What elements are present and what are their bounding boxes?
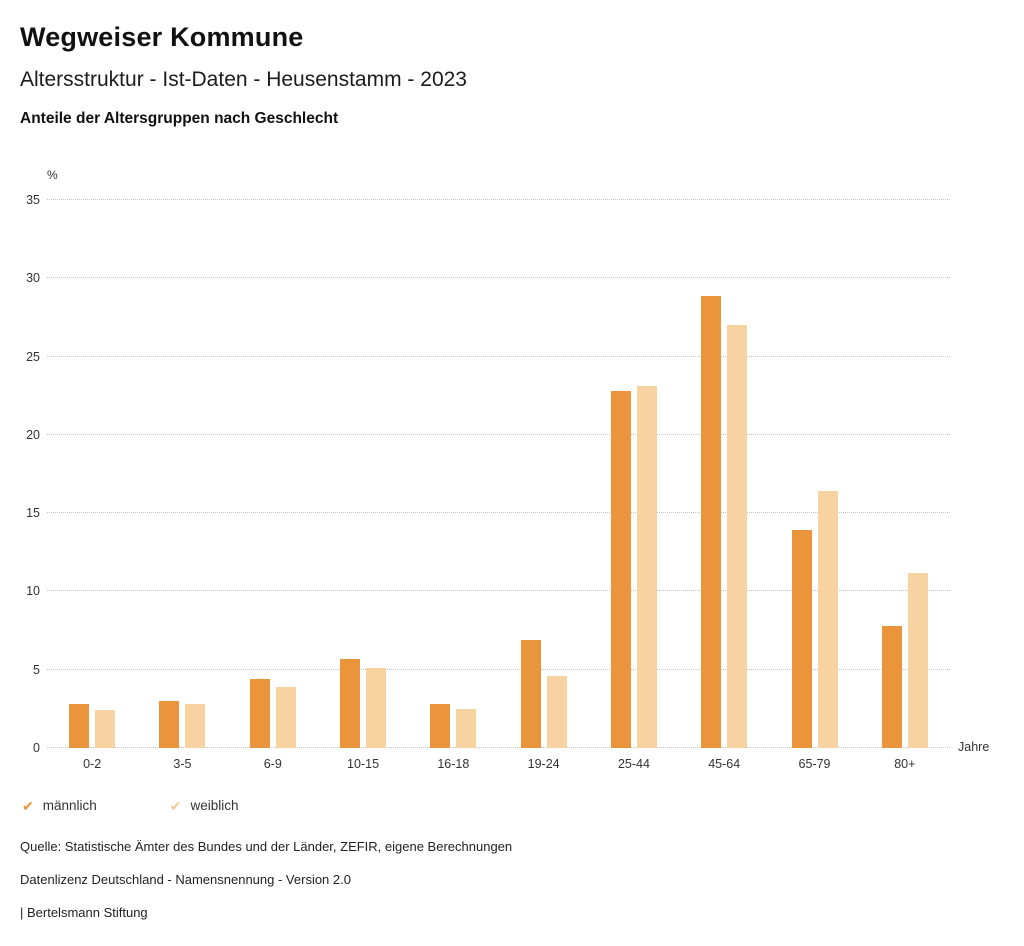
- legend-label: männlich: [42, 798, 97, 813]
- legend-label: weiblich: [190, 798, 239, 813]
- bar-weiblich-45-64[interactable]: [727, 325, 748, 748]
- x-tick-label: 3-5: [173, 757, 192, 771]
- y-tick-label: 30: [26, 271, 40, 286]
- gridline: [47, 199, 950, 200]
- bar-group: [228, 200, 318, 748]
- bar-chart: % Jahre 0 5 10 15 20 25 30 35 0-2 3-5 6-9 10-15 16-…: [20, 168, 989, 771]
- gridline: [47, 747, 950, 748]
- bar-männlich-80+[interactable]: [881, 625, 902, 748]
- bar-männlich-6-9[interactable]: [249, 679, 270, 748]
- x-axis: 0-2 3-5 6-9 10-15 16-18 19-24 25-44 45-64 65-79 8…: [47, 757, 950, 771]
- gridline: [47, 355, 950, 357]
- bar-männlich-65-79[interactable]: [791, 530, 812, 748]
- bar-weiblich-16-18[interactable]: [456, 708, 477, 748]
- chart-subtitle: Altersstruktur - Ist-Daten - Heusenstamm…: [20, 68, 467, 91]
- x-tick-label: 19-24: [527, 757, 560, 771]
- bar-group: [860, 200, 950, 748]
- y-tick-label: 20: [26, 427, 40, 442]
- plot-area: Jahre 0 5 10 15 20 25 30 35: [26, 193, 989, 755]
- bar-männlich-0-2[interactable]: [69, 704, 90, 748]
- bar-männlich-3-5[interactable]: [159, 701, 180, 748]
- bar-weiblich-19-24[interactable]: [546, 675, 567, 748]
- y-tick-label: 35: [26, 193, 40, 207]
- bar-group: [318, 200, 408, 748]
- x-tick-label: 65-79: [798, 757, 831, 771]
- bar-group: [679, 200, 769, 748]
- bar-weiblich-3-5[interactable]: [185, 704, 206, 748]
- y-tick-label: 25: [26, 349, 40, 364]
- source-text: Quelle: Statistische Ämter des Bundes un…: [20, 839, 513, 854]
- checkmark-icon: ✔: [169, 797, 182, 814]
- x-tick-label: 10-15: [347, 757, 380, 771]
- bar-männlich-19-24[interactable]: [520, 639, 541, 748]
- gridline: [47, 590, 950, 592]
- x-tick-label: 80+: [894, 757, 916, 771]
- y-tick-label: 0: [33, 741, 40, 755]
- bar-weiblich-0-2[interactable]: [95, 710, 116, 748]
- legend-item-männlich[interactable]: ✔ männlich: [22, 798, 97, 813]
- bar-group: [47, 200, 137, 748]
- x-tick-label: 16-18: [437, 757, 470, 771]
- bar-group: [137, 200, 227, 748]
- y-tick-label: 15: [26, 506, 40, 521]
- bar-weiblich-6-9[interactable]: [275, 686, 296, 748]
- y-tick-label: 10: [26, 584, 40, 599]
- gridline: [47, 433, 950, 435]
- license-text: Datenlizenz Deutschland - Namensnennung …: [20, 872, 351, 887]
- bar-weiblich-10-15[interactable]: [366, 668, 387, 748]
- bar-weiblich-25-44[interactable]: [636, 386, 657, 748]
- y-tick-label: 5: [33, 662, 40, 677]
- attribution-text: | Bertelsmann Stiftung: [20, 905, 148, 920]
- gridline: [47, 668, 950, 670]
- bar-group: [589, 200, 679, 748]
- bar-männlich-25-44[interactable]: [610, 391, 631, 748]
- y-axis-unit-label: %: [47, 168, 58, 182]
- checkmark-icon: ✔: [22, 797, 34, 814]
- bar-männlich-10-15[interactable]: [340, 658, 361, 748]
- legend: ✔ männlich ✔ weiblich: [22, 798, 1004, 813]
- footer: Quelle: Statistische Ämter des Bundes un…: [20, 839, 1004, 920]
- gridline: [47, 277, 950, 279]
- bar-group: [498, 200, 588, 748]
- bar-männlich-16-18[interactable]: [430, 704, 451, 748]
- x-tick-label: 25-44: [617, 757, 650, 771]
- gridline: [47, 512, 950, 514]
- page: Wegweiser Kommune Altersstruktur - Ist-D…: [20, 22, 1004, 920]
- bar-männlich-45-64[interactable]: [701, 295, 722, 748]
- bar-groups: [47, 200, 950, 748]
- x-tick-label: 0-2: [83, 757, 102, 771]
- bar-group: [769, 200, 859, 748]
- chart-heading: Anteile der Altersgruppen nach Geschlech…: [20, 110, 339, 127]
- legend-item-weiblich[interactable]: ✔ weiblich: [170, 798, 239, 813]
- bar-group: [408, 200, 498, 748]
- x-axis-unit-label: Jahre: [958, 740, 990, 754]
- page-title: Wegweiser Kommune: [20, 22, 304, 52]
- bar-weiblich-80+[interactable]: [907, 572, 928, 748]
- x-tick-label: 45-64: [708, 757, 741, 771]
- x-tick-label: 6-9: [263, 757, 282, 771]
- bar-weiblich-65-79[interactable]: [817, 491, 838, 748]
